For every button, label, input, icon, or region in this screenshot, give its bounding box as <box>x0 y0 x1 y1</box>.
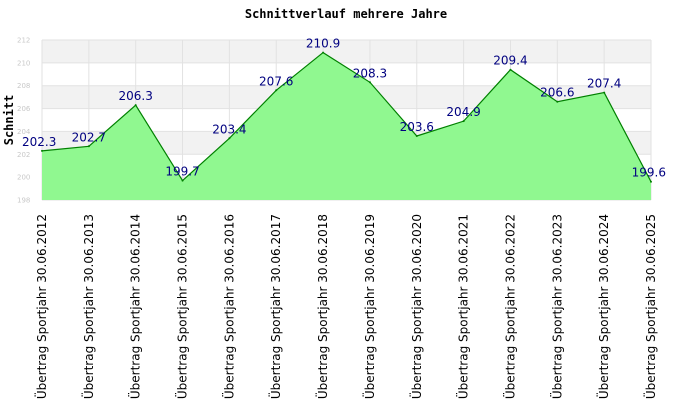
data-point <box>603 91 606 94</box>
chart-title: Schnittverlauf mehrere Jahre <box>245 7 447 21</box>
data-label: 203.4 <box>212 122 246 136</box>
area-layer <box>41 51 652 201</box>
y-tick-label: 204 <box>17 128 31 136</box>
data-point <box>509 68 512 71</box>
data-label: 199.7 <box>165 165 199 179</box>
y-tick-label: 200 <box>17 174 30 182</box>
data-point <box>275 89 278 92</box>
data-point <box>181 179 184 182</box>
x-tick-label: Übertrag Sportjahr 30.06.2020 <box>408 214 424 399</box>
data-point <box>368 81 371 84</box>
plot-band <box>42 40 651 63</box>
x-tick-label: Übertrag Sportjahr 30.06.2012 <box>33 214 49 399</box>
x-axis-ticks: Übertrag Sportjahr 30.06.2012 Übertrag Sp… <box>33 214 658 399</box>
data-label: 206.6 <box>540 86 574 100</box>
x-tick-label: Übertrag Sportjahr 30.06.2022 <box>501 214 517 399</box>
data-label: 202.3 <box>22 135 56 149</box>
x-tick-label: Übertrag Sportjahr 30.06.2015 <box>174 214 190 399</box>
y-tick-label: 198 <box>17 197 30 205</box>
data-label: 208.3 <box>353 66 387 80</box>
x-tick-label: Übertrag Sportjahr 30.06.2025 <box>642 214 658 399</box>
x-tick-label: Übertrag Sportjahr 30.06.2014 <box>127 214 143 399</box>
x-tick-label: Übertrag Sportjahr 30.06.2023 <box>548 214 564 399</box>
x-tick-label: Übertrag Sportjahr 30.06.2019 <box>361 214 377 399</box>
data-point <box>41 149 43 152</box>
y-axis-ticks: 198 200 202 204 206 208 210 212 <box>17 37 31 205</box>
data-point <box>322 51 325 54</box>
x-tick-label: Übertrag Sportjahr 30.06.2024 <box>595 214 611 399</box>
data-label: 206.3 <box>119 89 153 103</box>
y-tick-label: 206 <box>17 105 31 113</box>
data-label: 204.9 <box>446 105 480 119</box>
data-label: 199.6 <box>632 166 666 180</box>
area-fill <box>42 52 651 201</box>
y-tick-label: 212 <box>17 37 30 45</box>
x-tick-label: Übertrag Sportjahr 30.06.2017 <box>267 214 283 399</box>
data-label: 210.9 <box>306 37 340 51</box>
data-point <box>415 135 418 137</box>
x-tick-label: Übertrag Sportjahr 30.06.2018 <box>314 214 330 399</box>
data-label: 207.4 <box>587 77 621 91</box>
x-tick-label: Übertrag Sportjahr 30.06.2013 <box>80 214 96 399</box>
data-point <box>650 180 652 183</box>
data-label: 207.6 <box>259 74 293 88</box>
y-tick-label: 208 <box>17 82 30 90</box>
x-tick-label: Übertrag Sportjahr 30.06.2021 <box>455 214 471 399</box>
y-tick-label: 210 <box>17 59 30 67</box>
data-point <box>228 137 231 140</box>
y-tick-label: 202 <box>17 151 30 159</box>
data-labels: 202.3 202.7 206.3 199.7 203.4 207.6 210.9 208.3… <box>22 37 666 180</box>
x-tick-label: Übertrag Sportjahr 30.06.2016 <box>220 214 236 399</box>
y-axis-label: Schnitt <box>2 95 16 146</box>
data-label: 209.4 <box>493 54 527 68</box>
data-point <box>134 104 137 107</box>
data-label: 203.6 <box>400 120 434 134</box>
data-point <box>462 120 465 123</box>
series-line <box>41 51 652 182</box>
data-point <box>87 145 90 148</box>
data-label: 202.7 <box>72 130 106 144</box>
data-point <box>556 100 559 103</box>
